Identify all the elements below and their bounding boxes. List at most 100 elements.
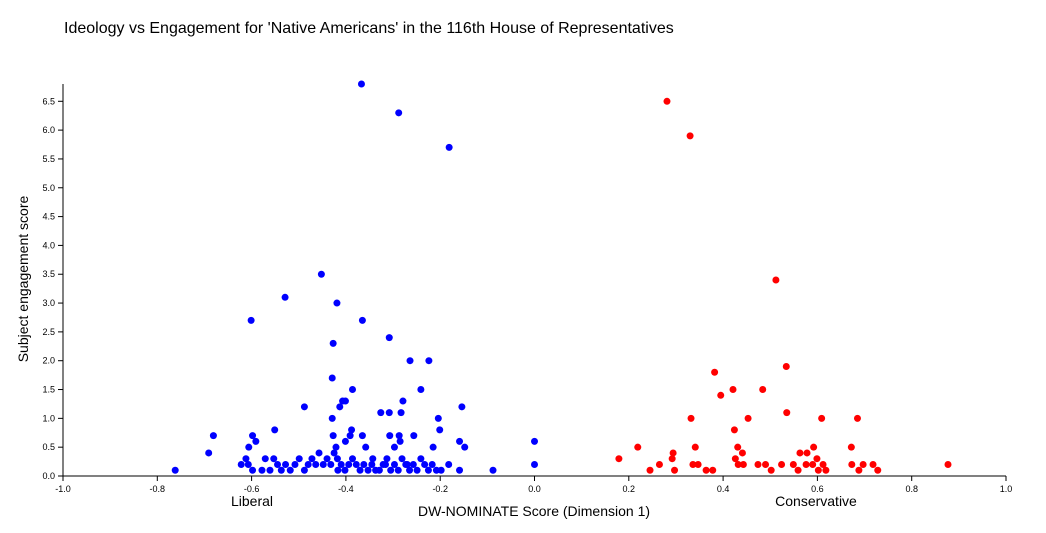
blue-data-point [356, 466, 364, 474]
x-tick-label: 0.0 [528, 484, 541, 494]
blue-data-point [245, 443, 253, 451]
blue-data-point [286, 466, 294, 474]
red-data-point [794, 466, 802, 474]
red-data-point [754, 460, 762, 468]
y-tick-label: 1.5 [42, 385, 55, 395]
blue-data-point [377, 409, 385, 417]
blue-data-point [333, 299, 341, 307]
blue-data-point [341, 397, 349, 405]
y-tick-label: 2.0 [42, 356, 55, 366]
blue-data-point [266, 466, 274, 474]
blue-data-point [315, 449, 323, 457]
x-axis-ticks: -1.0 -0.8 -0.6 -0.4 -0.2 0.0 0.2 0.4 0.6 0.8 1.0 [55, 476, 1012, 494]
x-tick-label: 0.8 [905, 484, 918, 494]
blue-data-point [375, 466, 383, 474]
blue-data-point [369, 455, 377, 463]
blue-data-point [385, 409, 393, 417]
red-data-point [729, 386, 737, 394]
blue-data-point [349, 455, 357, 463]
red-data-point [818, 414, 826, 422]
blue-data-point [341, 466, 349, 474]
x-tick-label: 0.2 [623, 484, 636, 494]
red-data-point [802, 460, 810, 468]
blue-data-point [461, 443, 469, 451]
blue-data-point [270, 455, 278, 463]
blue-data-point [386, 432, 394, 440]
red-data-point [819, 460, 827, 468]
blue-data-point [413, 466, 421, 474]
x-tick-label: 1.0 [1000, 484, 1013, 494]
red-data-point [796, 449, 804, 457]
blue-data-point [334, 466, 342, 474]
blue-data-point [271, 426, 279, 434]
red-data-point [944, 460, 952, 468]
blue-data-point [332, 443, 340, 451]
blue-data-point [348, 426, 356, 434]
y-tick-label: 3.0 [42, 298, 55, 308]
red-data-point [671, 466, 679, 474]
red-data-point [734, 443, 742, 451]
blue-data-point [399, 397, 407, 405]
blue-data-point [531, 437, 538, 445]
red-data-point [739, 460, 747, 468]
blue-data-point [425, 357, 433, 365]
red-data-point [855, 466, 863, 474]
red-data-point [663, 97, 671, 105]
blue-data-point [409, 460, 417, 468]
red-data-point [702, 466, 710, 474]
blue-data-point [358, 432, 366, 440]
blue-data-point [242, 455, 250, 463]
red-data-point [686, 132, 694, 140]
blue-data-point [382, 460, 390, 468]
blue-data-point [237, 460, 245, 468]
x-tick-label: -0.4 [338, 484, 354, 494]
blue-data-point [308, 455, 316, 463]
red-data-point [813, 455, 821, 463]
blue-data-point [323, 455, 331, 463]
red-data-point [615, 455, 623, 463]
blue-data-point [456, 437, 464, 445]
blue-data-point [489, 466, 497, 474]
red-data-point [822, 466, 830, 474]
x-tick-label: -0.2 [432, 484, 448, 494]
red-data-point [767, 466, 775, 474]
blue-data-point [304, 460, 312, 468]
blue-data-point [258, 466, 266, 474]
red-data-point [717, 391, 725, 399]
blue-data-point [337, 460, 345, 468]
blue-data-point [336, 403, 344, 411]
blue-data-point [328, 414, 336, 422]
blue-data-point [434, 414, 442, 422]
red-data-point [687, 414, 695, 422]
y-tick-label: 0.5 [42, 442, 55, 452]
blue-data-point [396, 437, 404, 445]
blue-data-point [330, 449, 338, 457]
blue-data-point [385, 334, 393, 342]
blue-data-point [300, 466, 308, 474]
blue-data-point [261, 455, 269, 463]
red-data-point [734, 460, 742, 468]
blue-data-point [346, 432, 354, 440]
x-tick-label: 0.4 [717, 484, 730, 494]
blue-data-point [282, 460, 290, 468]
red-data-point [730, 426, 738, 434]
y-tick-label: 6.5 [42, 96, 55, 106]
red-data-point [759, 386, 767, 394]
blue-data-point [345, 460, 353, 468]
blue-data-point [247, 316, 255, 324]
blue-data-point [274, 460, 282, 468]
plot-area: -1.0 -0.8 -0.6 -0.4 -0.2 0.0 0.2 0.4 0.6 0.8 1.0 0… [42, 80, 1012, 494]
y-tick-label: 0.0 [42, 471, 55, 481]
blue-data-point [421, 460, 429, 468]
red-data-point [634, 443, 642, 451]
chart-title: Ideology vs Engagement for 'Native Ameri… [64, 20, 674, 37]
red-data-point [789, 460, 797, 468]
red-data-point [691, 443, 699, 451]
blue-data-point [249, 466, 257, 474]
blue-data-point [445, 143, 453, 151]
red-data-point [646, 466, 654, 474]
red-data-point [655, 460, 663, 468]
blue-data-point [364, 466, 372, 474]
blue-data-point [171, 466, 179, 474]
blue-data-point [417, 455, 425, 463]
